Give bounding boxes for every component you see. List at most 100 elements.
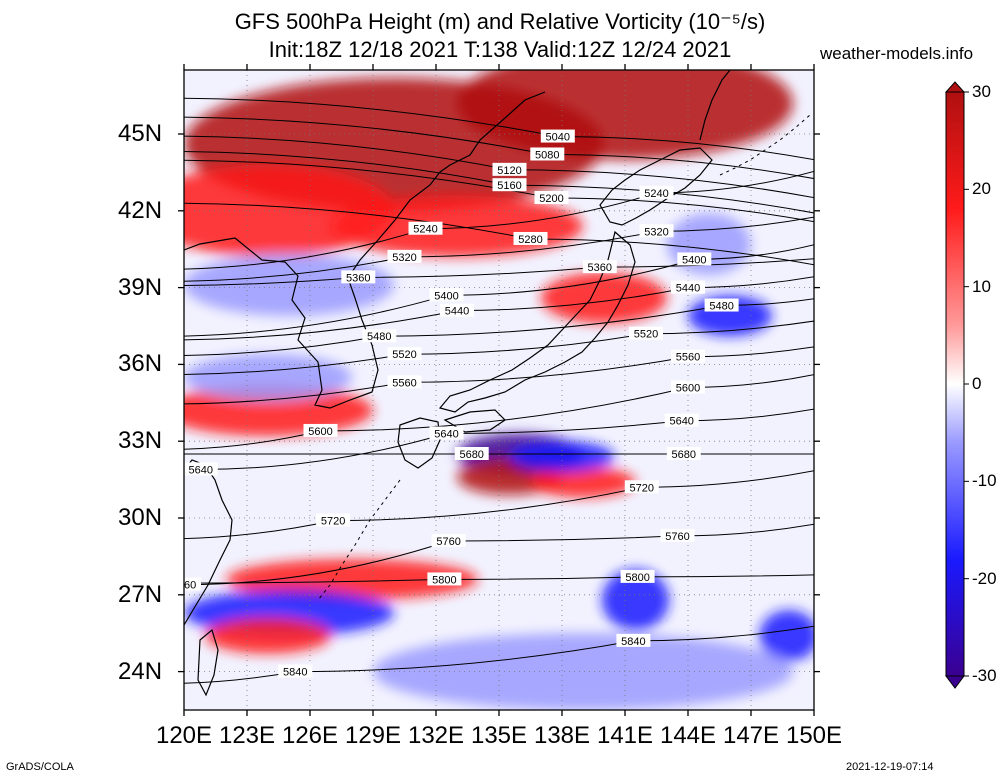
height-contour (184, 216, 814, 282)
vorticity-blob (184, 254, 394, 316)
chart-subtitle: Init:18Z 12/18 2021 T:138 Valid:12Z 12/2… (268, 37, 732, 62)
contour-label-bg (671, 280, 705, 294)
source-label: weather-models.info (820, 44, 974, 63)
height-contour (184, 244, 814, 337)
contour-label-bg (671, 380, 705, 394)
contour-label: 5480 (709, 301, 733, 313)
contour-label-bg (408, 221, 443, 235)
contour-label: 5320 (392, 252, 416, 264)
lat-tick-label: 27N (118, 580, 163, 608)
contour-label-bg (387, 249, 422, 263)
height-contour (184, 170, 814, 270)
contour-label-bg (184, 462, 218, 476)
lon-tick-label: 132E (407, 722, 465, 749)
vorticity-blob (509, 441, 615, 472)
colorbar-tick-label: -20 (972, 568, 997, 588)
lon-tick-label: 123E (218, 722, 276, 749)
contour-label: 5560 (676, 352, 700, 364)
contour-label-bg (582, 260, 617, 274)
contour-label: 5160 (497, 180, 521, 192)
lon-tick-label: 144E (659, 722, 717, 749)
contour-label: 5640 (189, 464, 213, 476)
contour-label: 5760 (172, 580, 196, 592)
contour-label-bg (534, 191, 569, 204)
contour-label: 5240 (644, 188, 668, 200)
contour-label: 5560 (392, 377, 416, 389)
height-contour (184, 470, 814, 540)
colorbar-tick-label: 20 (972, 179, 991, 199)
vorticity-blob (457, 70, 793, 160)
contour-label-bg (184, 577, 201, 591)
contour-label-bg (492, 162, 527, 176)
contour-label-bg (639, 224, 674, 238)
height-contour (184, 374, 814, 450)
contour-label: 5720 (630, 482, 654, 494)
contour-label: 5680 (459, 449, 483, 461)
chart-title: GFS 500hPa Height (m) and Relative Vorti… (234, 9, 766, 34)
lat-tick-label: 33N (118, 427, 163, 455)
contour-label: 5680 (672, 449, 696, 461)
lon-tick-label: 129E (344, 722, 402, 749)
height-contour (184, 276, 814, 341)
contour-label-bg (629, 326, 663, 340)
contour-label: 5520 (634, 329, 658, 341)
contour-label: 5800 (432, 574, 456, 586)
contour-label-bg (429, 288, 464, 302)
lon-tick-label: 120E (155, 722, 213, 749)
vorticity-blob (759, 610, 814, 662)
contour-label-bg (429, 426, 464, 440)
contour-label-bg (454, 447, 489, 460)
vorticity-blob (205, 617, 331, 654)
contour-label: 5480 (367, 331, 391, 343)
contour-label: 5760 (665, 531, 689, 543)
lat-tick-label: 45N (118, 120, 163, 147)
contour-label: 5840 (621, 636, 645, 648)
colorbar-tick-label: 30 (972, 82, 991, 101)
contour-label-bg (387, 347, 422, 361)
lat-tick-label: 42N (118, 196, 163, 224)
contour-label: 5640 (669, 416, 693, 428)
lon-tick-label: 135E (470, 722, 528, 749)
vorticity-blob (601, 569, 670, 631)
generated-timestamp: 2021-12-19-07:14 (846, 761, 934, 773)
contour-label-bg (666, 447, 701, 460)
colorbar-tick-label: 10 (972, 276, 991, 296)
contour-label: 5520 (392, 349, 416, 361)
lat-tick-label: 39N (118, 273, 163, 301)
lon-tick-label: 141E (596, 722, 654, 749)
lon-tick-label: 138E (533, 722, 591, 749)
contour-label-bg (639, 185, 674, 199)
contour-label-bg (624, 480, 659, 494)
height-contour (184, 258, 814, 286)
contour-label: 5400 (434, 290, 458, 302)
colorbar-tick-label: -30 (972, 666, 997, 685)
contour-label: 5360 (346, 272, 370, 284)
contour-label: 5240 (413, 224, 437, 236)
contour-label: 5280 (518, 234, 542, 246)
lon-tick-label: 147E (722, 722, 780, 749)
height-contour (184, 298, 814, 356)
contour-label-bg (677, 252, 712, 266)
contour-label-bg (427, 572, 462, 586)
contour-label-bg (616, 633, 651, 647)
colorbar-tick-label: -10 (972, 471, 997, 491)
lon-tick-label: 126E (281, 722, 339, 749)
contour-label-bg (671, 349, 705, 363)
contour-label-bg (440, 303, 474, 317)
contour-label-bg (704, 298, 739, 312)
contour-label-bg (620, 569, 655, 583)
vorticity-blob (530, 466, 636, 498)
contour-label-bg (387, 375, 422, 389)
height-contour (184, 625, 814, 684)
contour-label: 5400 (682, 254, 706, 266)
colorbar (944, 81, 969, 689)
contour-label-bg (341, 270, 376, 284)
contour-label-bg (316, 513, 351, 527)
vorticity-blob (184, 354, 352, 401)
contour-label: 5120 (497, 165, 521, 177)
contour-label-bg (660, 528, 695, 542)
height-contour (184, 320, 814, 375)
lat-tick-label: 36N (118, 350, 163, 378)
contour-label: 5080 (535, 149, 559, 161)
